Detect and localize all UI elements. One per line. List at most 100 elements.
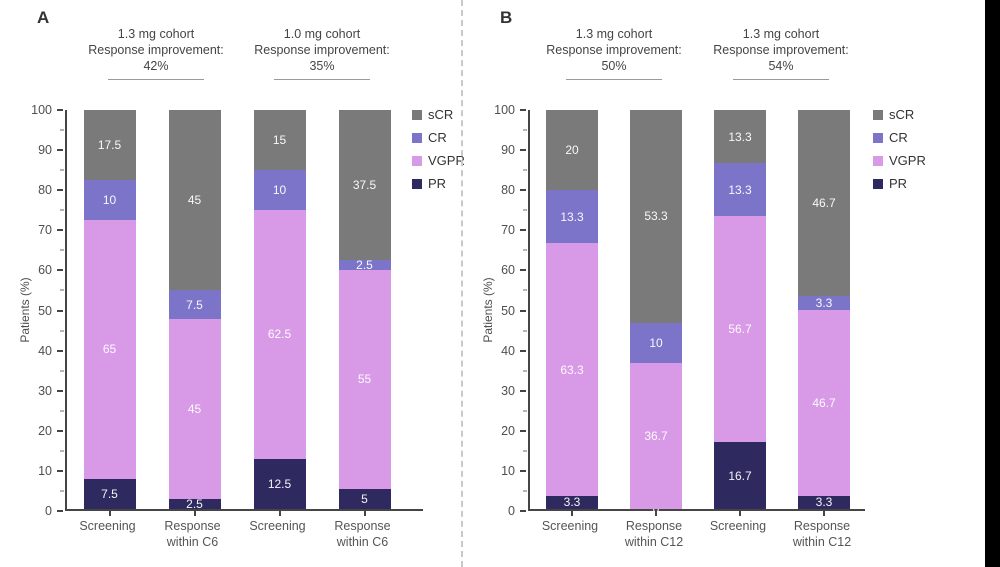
bar-segment-CR: 13.3: [546, 190, 598, 244]
bar-segment-PR: 2.5: [168, 497, 221, 512]
y-tick-label: 80: [38, 183, 52, 198]
bar-segment-sCR: 15: [253, 110, 306, 170]
x-axis-tick: [108, 511, 111, 516]
x-axis-tick: [823, 511, 825, 516]
cohort-subtitle: Response improvement:: [254, 43, 390, 57]
legend-item-CR: CR: [412, 126, 465, 149]
y-tick: [520, 389, 526, 392]
y-tick-label: 70: [501, 223, 515, 238]
segment-label: 10: [272, 182, 287, 197]
bar-slot: 16.7 56.7 13.3 13.3: [698, 110, 782, 516]
segment-label: 3.3: [815, 495, 833, 510]
bar-segment-PR: 3.3: [546, 495, 598, 510]
y-minor-tick: [60, 370, 64, 372]
legend-item-PR: PR: [873, 172, 926, 195]
y-tick-label: 70: [38, 223, 52, 238]
stacked-bar: 7.5 65 10 17.5: [83, 110, 136, 509]
y-tick-label: 10: [38, 463, 52, 478]
legend-swatch: [873, 178, 883, 189]
y-minor-tick: [523, 169, 527, 171]
legend: sCR CR VGPR PR: [412, 103, 465, 195]
bar-slot: 3.3 63.3 13.3 20: [530, 110, 614, 516]
legend-label: VGPR: [889, 153, 926, 168]
legend-item-VGPR: VGPR: [873, 149, 926, 172]
y-tick: [57, 429, 63, 432]
y-tick: [520, 469, 526, 472]
x-category-label: Screening: [541, 519, 599, 533]
cohort-header: 1.3 mg cohort Response improvement: 42%: [60, 26, 252, 80]
x-category-label: Screening: [709, 519, 767, 533]
bar-segment-CR: 7.5: [168, 289, 221, 320]
segment-label: 15: [272, 132, 287, 147]
segment-label: 3.3: [815, 295, 833, 310]
segment-label: 10: [102, 192, 117, 207]
stacked-bar: 5 55 2.5 37.5: [338, 110, 391, 509]
bar-segment-VGPR: 62.5: [253, 209, 306, 460]
y-tick-label: 100: [494, 103, 515, 117]
segment-label: 13.3: [728, 129, 752, 144]
bar-segment-CR: 2.5: [338, 257, 391, 272]
bar-segment-PR: 5: [338, 489, 391, 509]
y-minor-tick: [60, 490, 64, 492]
y-axis-label: Patients (%): [481, 277, 495, 343]
y-tick: [57, 349, 63, 352]
y-tick-label: 30: [38, 383, 52, 398]
segment-label: 3.3: [563, 495, 581, 510]
header-underline: [566, 79, 662, 80]
y-minor-tick: [523, 249, 527, 251]
y-tick: [520, 349, 526, 352]
y-tick-label: 40: [38, 343, 52, 358]
y-tick-label: 60: [501, 263, 515, 278]
y-tick-label: 20: [501, 423, 515, 438]
y-tick-label: 90: [38, 143, 52, 158]
y-minor-tick: [60, 169, 64, 171]
x-axis-tick: [571, 511, 573, 516]
panel-a: A 1.3 mg cohort Response improvement: 42…: [0, 0, 465, 567]
y-tick: [520, 429, 526, 432]
y-minor-tick: [60, 289, 64, 291]
x-labels: Screening Response within C12 Screening Resp…: [528, 518, 864, 550]
bar-segment-PR: 16.7: [714, 442, 766, 509]
stacked-bar: 12.5 62.5 10 15: [253, 110, 306, 509]
panel-divider: [461, 0, 463, 567]
segment-label: 7.5: [186, 297, 203, 312]
y-tick-label: 20: [38, 423, 52, 438]
y-tick: [520, 309, 526, 312]
legend-swatch: [412, 109, 422, 120]
cohort-subtitle: Response improvement:: [546, 43, 682, 57]
y-tick: [57, 510, 63, 512]
y-tick-label: 0: [45, 504, 52, 518]
stacked-bar: 0 36.7 10 53.3: [630, 110, 682, 515]
bar-segment-VGPR: 63.3: [546, 243, 598, 496]
y-minor-tick: [60, 129, 64, 131]
cohort-value: 35%: [309, 59, 335, 73]
legend-label: CR: [889, 130, 908, 145]
cohort-subtitle: Response improvement:: [88, 43, 224, 57]
x-axis-tick: [363, 511, 366, 516]
y-tick: [57, 469, 63, 472]
y-tick: [520, 510, 526, 512]
segment-label: 2.5: [356, 257, 373, 272]
bar-slot: 0 36.7 10 53.3: [614, 110, 698, 516]
y-tick-label: 10: [501, 463, 515, 478]
segment-label: 2.5: [186, 497, 203, 512]
cohort-name: 1.0 mg cohort: [283, 27, 361, 41]
y-tick: [520, 229, 526, 232]
bar-segment-sCR: 37.5: [338, 110, 391, 260]
y-tick: [57, 269, 63, 272]
bar-slot: 5 55 2.5 37.5: [322, 110, 407, 516]
y-minor-tick: [60, 330, 64, 332]
y-tick-label: 90: [501, 143, 515, 158]
bar-segment-CR: 10: [83, 179, 136, 220]
y-minor-tick: [523, 209, 527, 211]
y-tick: [57, 229, 63, 232]
segment-label: 56.7: [728, 322, 752, 337]
bar-segment-PR: 12.5: [253, 459, 306, 509]
segment-label: 62.5: [267, 327, 292, 342]
bar-segment-sCR: 53.3: [630, 110, 682, 323]
bar-slot: 2.5 45 7.5 45: [152, 110, 237, 516]
bar-segment-VGPR: 45: [168, 319, 221, 500]
y-axis-label: Patients (%): [18, 277, 32, 343]
legend-item-PR: PR: [412, 172, 465, 195]
legend-label: VGPR: [428, 153, 465, 168]
